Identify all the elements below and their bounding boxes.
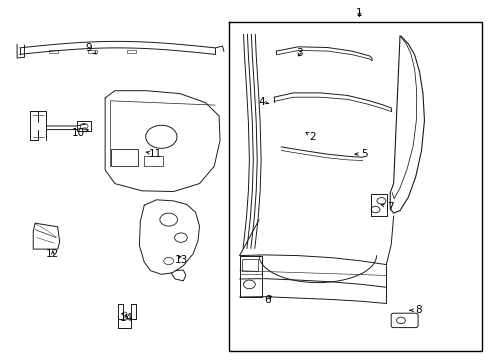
Bar — [88, 50, 97, 53]
Text: 7: 7 — [381, 202, 393, 212]
Text: 9: 9 — [85, 42, 96, 54]
Bar — [49, 50, 58, 53]
Text: 1: 1 — [355, 8, 362, 18]
Bar — [144, 156, 163, 166]
Text: 8: 8 — [409, 305, 421, 315]
Bar — [242, 259, 257, 271]
Text: 4: 4 — [258, 96, 268, 107]
Bar — [111, 149, 138, 166]
Text: 5: 5 — [354, 149, 367, 159]
Bar — [77, 121, 91, 131]
Text: 12: 12 — [46, 249, 60, 259]
Text: 11: 11 — [146, 149, 162, 159]
Text: 2: 2 — [305, 132, 316, 142]
Text: 13: 13 — [175, 255, 188, 265]
Text: 6: 6 — [264, 294, 271, 305]
Bar — [127, 50, 136, 53]
Text: 3: 3 — [295, 48, 302, 58]
Text: 14: 14 — [119, 312, 133, 323]
Text: 10: 10 — [72, 128, 88, 138]
